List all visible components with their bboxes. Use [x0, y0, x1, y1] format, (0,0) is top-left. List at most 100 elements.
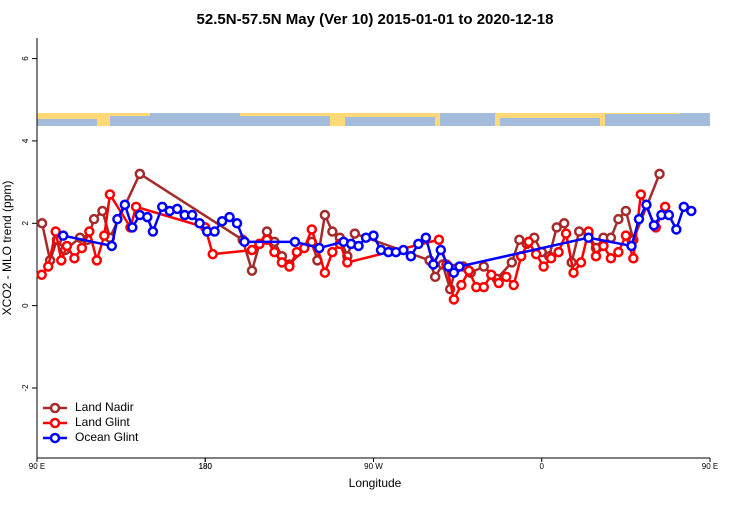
point	[69, 253, 80, 264]
legend-marker	[49, 417, 61, 429]
x-tick-label: 180	[199, 462, 213, 471]
point	[157, 201, 168, 213]
ocean-strip	[150, 113, 240, 126]
point	[508, 279, 519, 291]
point	[506, 257, 518, 268]
point	[590, 250, 602, 262]
y-tick-label: 4	[21, 138, 30, 143]
point	[448, 294, 460, 305]
point	[428, 259, 439, 270]
point	[626, 240, 637, 252]
point	[127, 222, 138, 233]
point	[456, 279, 467, 291]
point	[106, 240, 118, 252]
point	[36, 269, 47, 281]
point	[314, 242, 325, 254]
legend-marker	[49, 402, 61, 414]
point	[628, 253, 639, 264]
chart-title: 52.5N-57.5N May (Ver 10) 2015-01-01 to 2…	[197, 11, 554, 28]
legend-marker	[49, 432, 61, 444]
point	[568, 267, 579, 278]
point	[353, 240, 364, 252]
x-tick-label: 90 W	[364, 462, 383, 471]
point	[142, 211, 153, 223]
point	[620, 205, 632, 217]
point	[61, 240, 73, 252]
point	[443, 261, 454, 272]
point	[42, 261, 54, 272]
x-tick-label: 0	[540, 462, 545, 471]
point	[207, 248, 218, 260]
point	[261, 226, 273, 237]
y-tick-label: 2	[21, 221, 30, 226]
point	[573, 226, 585, 237]
point	[463, 265, 475, 276]
point	[648, 220, 660, 231]
point	[678, 201, 690, 213]
point	[553, 246, 564, 258]
point	[433, 234, 445, 246]
point	[349, 228, 361, 239]
point	[246, 244, 258, 256]
ocean-strip	[345, 117, 435, 126]
x-tick-label: 90 E	[702, 462, 718, 471]
legend-label: Land Nadir	[75, 400, 134, 414]
ocean-strip	[440, 113, 495, 126]
point	[558, 218, 570, 229]
point	[327, 246, 338, 258]
point	[583, 232, 594, 243]
point	[659, 201, 671, 213]
y-axis-label: XCO2 - MLO trend (ppm)	[0, 181, 14, 316]
point	[291, 246, 303, 258]
point	[36, 218, 48, 229]
point	[448, 267, 460, 278]
land-ocean-strip	[37, 113, 710, 126]
point	[209, 226, 220, 237]
point	[405, 250, 417, 262]
x-tick-label: 180	[199, 462, 213, 471]
y-tick-label: -2	[21, 384, 30, 392]
point	[186, 209, 198, 221]
point	[493, 277, 505, 289]
legend-label: Ocean Glint	[75, 430, 139, 444]
point	[224, 211, 235, 223]
point	[654, 168, 665, 180]
series	[57, 199, 697, 278]
point	[112, 213, 123, 225]
point	[620, 230, 632, 241]
point	[319, 267, 331, 278]
point	[598, 240, 609, 252]
point	[269, 246, 280, 258]
y-tick-label: 0	[21, 303, 30, 308]
point	[88, 213, 100, 225]
point	[514, 234, 525, 246]
ocean-strip	[37, 119, 97, 126]
point	[641, 199, 652, 211]
point	[246, 265, 258, 276]
point	[130, 201, 142, 213]
point	[84, 226, 95, 237]
point	[478, 261, 490, 272]
point	[613, 213, 624, 225]
point	[119, 199, 131, 211]
point	[635, 189, 647, 200]
legend-label: Land Glint	[75, 415, 130, 429]
point	[671, 224, 682, 235]
point	[194, 218, 205, 229]
point	[663, 209, 675, 221]
point	[551, 222, 562, 233]
point	[216, 215, 228, 227]
x-axis-label: Longitude	[349, 476, 402, 490]
point	[560, 228, 572, 239]
point	[435, 244, 447, 256]
point	[530, 248, 542, 260]
point	[342, 257, 353, 268]
point	[613, 246, 624, 258]
point	[306, 224, 318, 235]
point	[633, 213, 645, 225]
point	[575, 257, 587, 268]
y-tick-label: 6	[21, 56, 30, 61]
